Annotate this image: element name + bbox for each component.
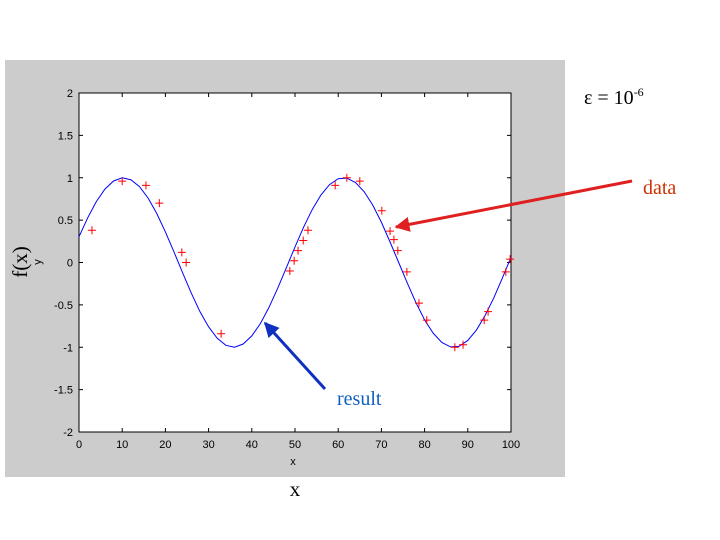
data-point (182, 258, 191, 267)
data-point (501, 267, 510, 276)
data-label: data (643, 177, 676, 199)
y-tick-label: -1.5 (54, 385, 73, 397)
x-tick-label: 90 (462, 439, 474, 451)
data-point (290, 256, 299, 265)
y-axis-label: y (32, 259, 44, 265)
data-point (506, 255, 515, 264)
data-point (299, 236, 308, 245)
slide-y-title: f(x) (8, 246, 32, 277)
data-point (484, 307, 493, 316)
data-point (459, 340, 468, 349)
data-point (386, 227, 395, 236)
data-point (155, 199, 164, 208)
data-point (331, 181, 340, 190)
data-point (377, 206, 386, 215)
y-tick-label: -1 (63, 342, 73, 354)
data-point (414, 299, 423, 308)
data-point (217, 329, 226, 338)
data-point (303, 226, 312, 235)
fit-line (78, 177, 512, 348)
data-point (285, 266, 294, 275)
y-tick-label: -0.5 (54, 300, 73, 312)
plot-area (78, 92, 512, 433)
result-label: result (337, 388, 382, 410)
data-point (342, 173, 351, 182)
y-tick-label: 1 (67, 173, 73, 185)
x-tick-label: 60 (332, 439, 344, 451)
y-tick-label: 0 (67, 258, 73, 270)
x-tick-label: 80 (418, 439, 430, 451)
result-arrow (263, 321, 327, 391)
data-point (450, 343, 459, 352)
epsilon-note: ε = 10-6 (584, 85, 644, 109)
data-point (87, 226, 96, 235)
note-base: ε = 10 (584, 87, 634, 109)
x-tick-label: 100 (502, 439, 520, 451)
slide-x-title: x (290, 477, 301, 501)
data-point (480, 316, 489, 325)
data-point (118, 177, 127, 186)
x-tick-label: 50 (289, 439, 301, 451)
data-point (141, 181, 150, 190)
data-point (393, 246, 402, 255)
data-point (402, 267, 411, 276)
data-point (422, 316, 431, 325)
x-tick-label: 40 (246, 439, 258, 451)
y-tick-label: 0.5 (58, 215, 73, 227)
x-tick-label: 30 (202, 439, 214, 451)
data-point (294, 246, 303, 255)
x-tick-label: 10 (116, 439, 128, 451)
y-tick-label: 2 (67, 88, 73, 100)
data-point (355, 177, 364, 186)
y-tick-label: 1.5 (58, 130, 73, 142)
x-tick-label: 70 (375, 439, 387, 451)
x-axis-label: x (290, 456, 296, 468)
x-tick-label: 20 (159, 439, 171, 451)
y-tick-label: -2 (63, 427, 73, 439)
data-point (389, 235, 398, 244)
x-tick-label: 0 (76, 439, 82, 451)
data-point (177, 248, 186, 257)
note-exponent: -6 (634, 85, 644, 99)
data-arrow (394, 179, 633, 232)
